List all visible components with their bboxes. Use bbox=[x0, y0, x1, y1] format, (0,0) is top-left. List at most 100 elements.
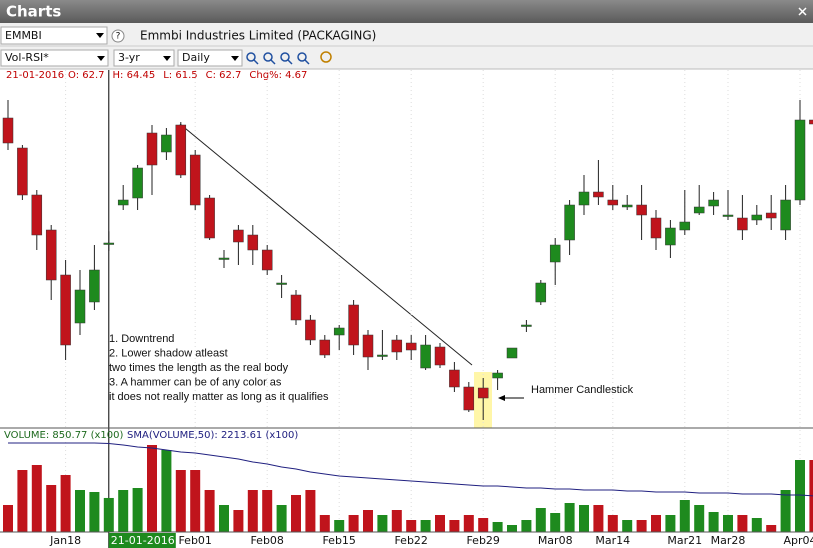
candle-body bbox=[722, 214, 734, 217]
volume-bar bbox=[780, 490, 791, 532]
x-tick-label: 21-01-2016 bbox=[111, 534, 175, 547]
volume-bar bbox=[636, 520, 647, 532]
volume-bar bbox=[190, 470, 201, 532]
candle-body bbox=[362, 334, 374, 358]
candle-body bbox=[218, 257, 230, 260]
volume-bar bbox=[132, 488, 143, 532]
indicator: Vol-RSI* bbox=[5, 51, 49, 64]
volume-bar bbox=[247, 490, 258, 532]
indicator-dropdown[interactable] bbox=[0, 49, 109, 67]
candle-body bbox=[305, 319, 316, 341]
volume-bar bbox=[507, 525, 517, 532]
volume-bar bbox=[550, 513, 561, 532]
candle-body bbox=[420, 344, 431, 369]
volume-bar bbox=[521, 520, 532, 532]
candle-body bbox=[333, 327, 345, 336]
symbol-input[interactable] bbox=[0, 26, 108, 45]
candle-body bbox=[463, 386, 475, 411]
hammer-label: Hammer Candlestick bbox=[531, 384, 634, 396]
candle-body bbox=[132, 167, 143, 199]
annotation: 2. Lower shadow atleast bbox=[109, 347, 228, 359]
volume-bar bbox=[622, 520, 633, 532]
x-tick-label: Mar08 bbox=[538, 534, 573, 547]
candle-body bbox=[765, 212, 777, 219]
sma-line bbox=[8, 442, 813, 497]
volume-bar bbox=[535, 508, 546, 532]
candle-body bbox=[405, 342, 417, 351]
info-field: O: 62.7 bbox=[68, 70, 105, 81]
volume-bar bbox=[651, 515, 661, 532]
annotation: two times the length as the real body bbox=[109, 362, 289, 374]
volume-bar bbox=[46, 485, 57, 532]
candle-body bbox=[377, 354, 388, 357]
volume-bar bbox=[219, 505, 229, 532]
x-tick-label: Apr04 bbox=[783, 534, 813, 547]
volume-bar bbox=[161, 450, 172, 532]
volume-bar bbox=[737, 515, 748, 532]
info-field: C: 62.7 bbox=[206, 70, 242, 81]
candle-body bbox=[564, 204, 575, 241]
info-field: L: 61.5 bbox=[163, 70, 197, 81]
candle-body bbox=[679, 221, 691, 231]
sma-label: SMA(VOLUME,50): 2213.61 (x100) bbox=[127, 430, 298, 441]
interval-dropdown[interactable] bbox=[177, 49, 243, 67]
volume-bar bbox=[377, 515, 388, 532]
x-tick-label: Mar14 bbox=[595, 534, 630, 547]
zoom-tools[interactable] bbox=[246, 51, 332, 65]
volume-bar bbox=[118, 490, 129, 532]
close-button[interactable] bbox=[797, 6, 808, 17]
volume-bar bbox=[679, 500, 690, 532]
candle-body bbox=[737, 217, 748, 231]
candle-body bbox=[189, 154, 201, 206]
candle-body bbox=[45, 229, 57, 281]
candle-body bbox=[103, 242, 115, 245]
volume-bar bbox=[75, 490, 85, 532]
candle-body bbox=[161, 134, 172, 153]
candle-body bbox=[449, 369, 460, 388]
symbol: EMMBI bbox=[5, 29, 42, 42]
info-date: 21-01-2016 bbox=[6, 70, 64, 81]
candle-body bbox=[175, 124, 187, 176]
volume-bar bbox=[276, 505, 287, 532]
candle-body bbox=[74, 289, 86, 324]
volume-bar bbox=[723, 515, 733, 532]
volume-bar bbox=[147, 445, 157, 532]
candle-body bbox=[60, 274, 71, 346]
volume-bar bbox=[420, 520, 431, 532]
volume-bar bbox=[391, 510, 402, 532]
volume-bar bbox=[363, 510, 373, 532]
candle-body bbox=[650, 217, 662, 239]
x-tick-label: Mar28 bbox=[711, 534, 746, 547]
volume-bar bbox=[708, 512, 719, 532]
date-highlight bbox=[108, 533, 176, 548]
company-name: Emmbi Industries Limited (PACKAGING) bbox=[140, 29, 376, 43]
annotation: 3. A hammer can be of any color as bbox=[109, 376, 282, 388]
candle-body bbox=[434, 346, 446, 366]
volume-bar bbox=[435, 515, 445, 532]
x-tick-label: Feb08 bbox=[250, 534, 283, 547]
candle-body bbox=[578, 191, 590, 206]
interval: Daily bbox=[182, 51, 210, 64]
range-dropdown[interactable] bbox=[113, 49, 175, 67]
volume-bar bbox=[291, 495, 301, 532]
x-tick-label: Feb01 bbox=[178, 534, 211, 547]
candle-body bbox=[146, 132, 158, 166]
title-bar bbox=[0, 0, 813, 23]
range: 3-yr bbox=[118, 51, 140, 64]
volume-bar bbox=[751, 518, 762, 532]
x-tick-label: Feb22 bbox=[394, 534, 427, 547]
volume-bar bbox=[31, 465, 42, 532]
candle-body bbox=[549, 244, 561, 263]
volume-bar bbox=[348, 515, 359, 532]
candle-body bbox=[506, 347, 518, 359]
volume-bar bbox=[795, 460, 805, 532]
candle-body bbox=[535, 282, 547, 303]
annotation: it does not really matter as long as it … bbox=[109, 391, 329, 403]
candle-body bbox=[2, 117, 14, 144]
volume-bar bbox=[305, 490, 316, 532]
candle-body bbox=[204, 197, 215, 239]
candle-body bbox=[492, 372, 503, 379]
candle-body bbox=[348, 304, 359, 346]
volume-label: VOLUME: 850.77 (x100) bbox=[4, 430, 123, 441]
candle-body bbox=[233, 229, 244, 243]
